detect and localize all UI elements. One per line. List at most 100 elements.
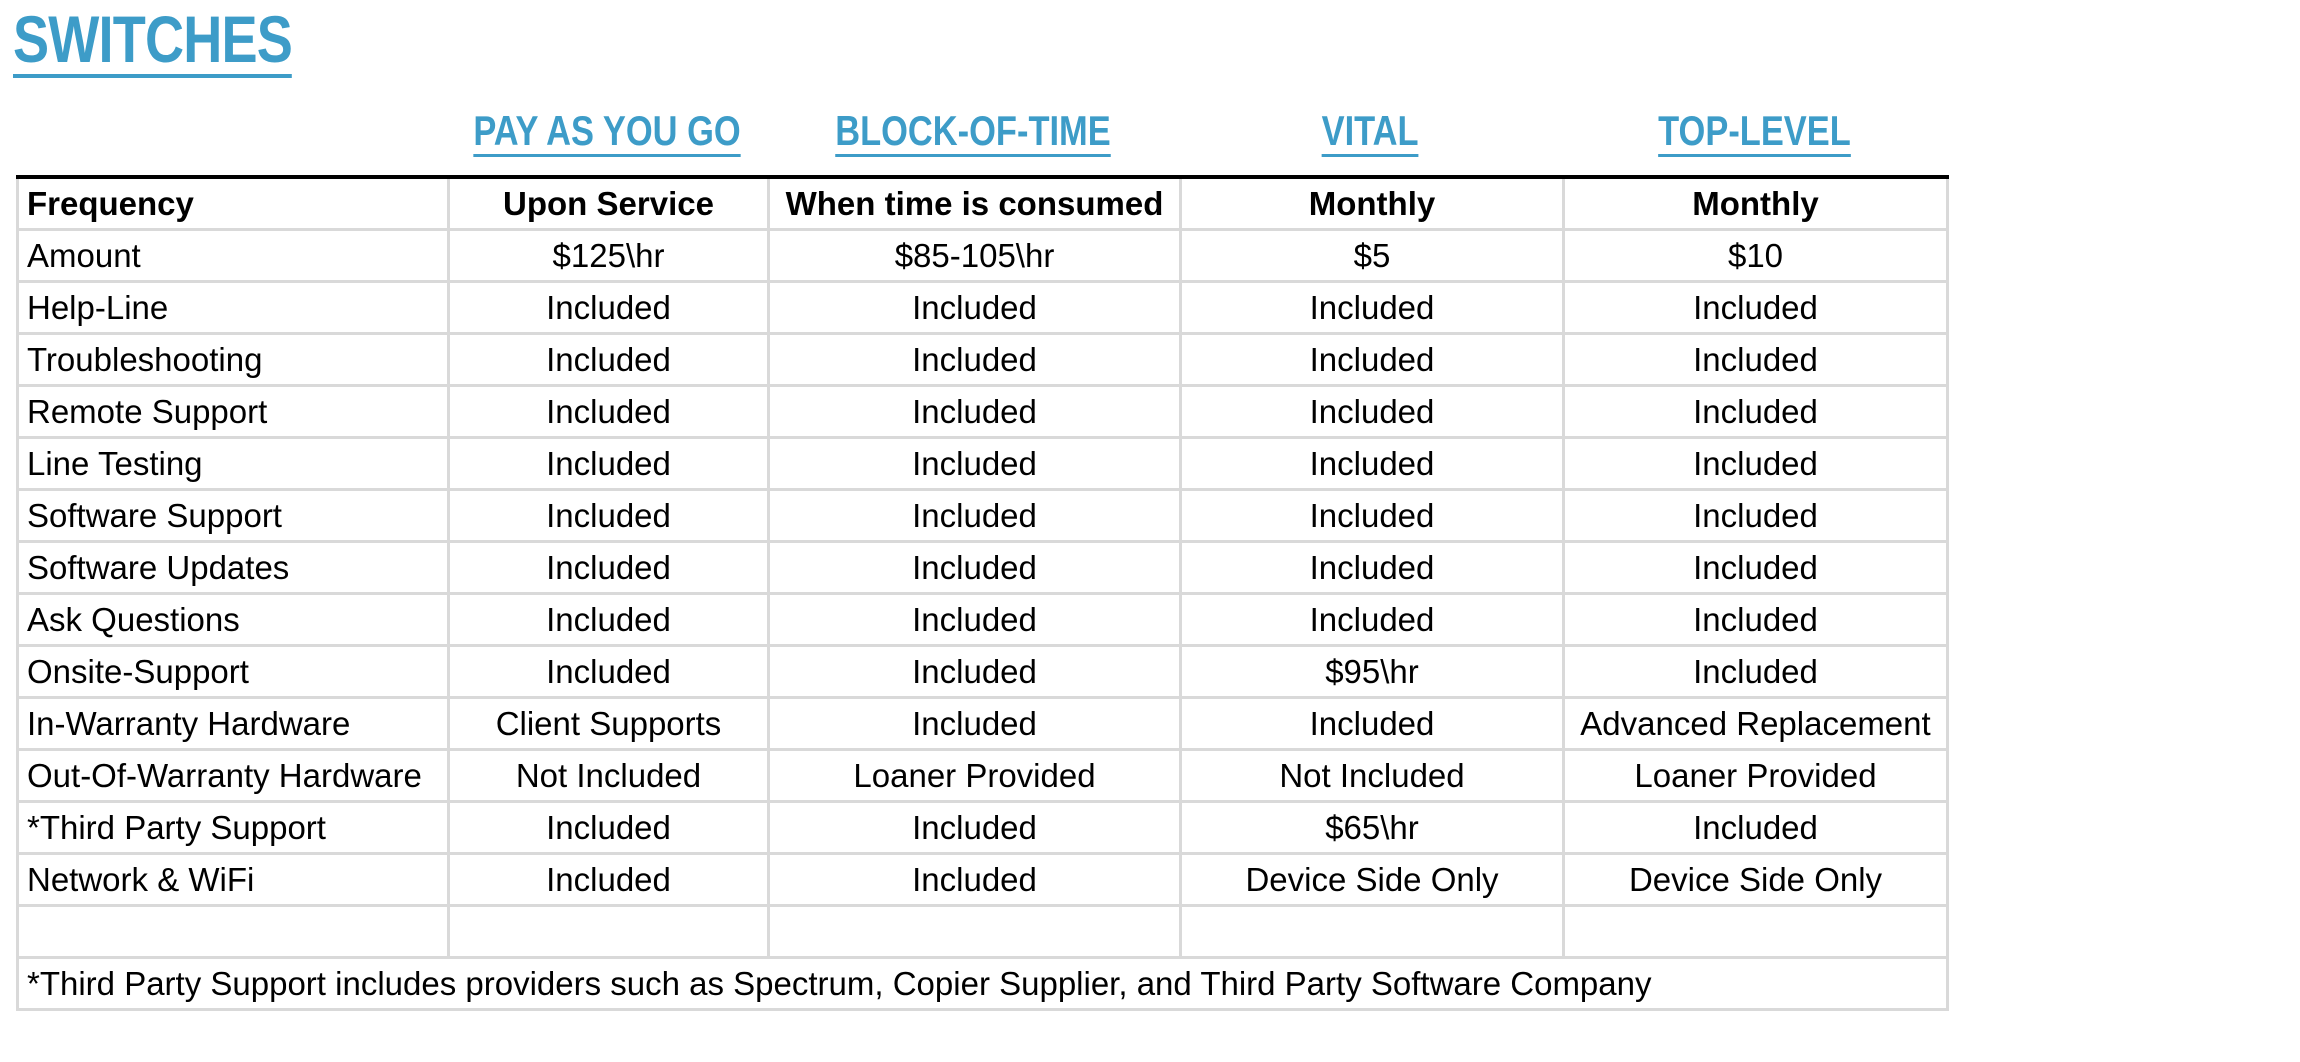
table-cell: Included bbox=[767, 488, 1182, 543]
table-row: Out-Of-Warranty Hardware Not Included Lo… bbox=[16, 748, 1949, 803]
empty-row bbox=[16, 904, 1949, 959]
table-cell: Included bbox=[1562, 280, 1949, 335]
empty-cell bbox=[767, 904, 1182, 959]
row-label: Out-Of-Warranty Hardware bbox=[16, 748, 450, 803]
footnote: *Third Party Support includes providers … bbox=[16, 956, 1949, 1011]
table-row: Software Updates Included Included Inclu… bbox=[16, 540, 1949, 595]
table-cell: Included bbox=[1179, 540, 1565, 595]
table-row: Amount $125\hr $85-105\hr $5 $10 bbox=[16, 228, 1949, 283]
table-row: Help-Line Included Included Included Inc… bbox=[16, 280, 1949, 335]
row-label: Software Updates bbox=[16, 540, 450, 595]
table-row: *Third Party Support Included Included $… bbox=[16, 800, 1949, 855]
table-cell: Included bbox=[1562, 332, 1949, 387]
plan-header-label: VITAL bbox=[1322, 110, 1419, 157]
table-cell: Included bbox=[767, 332, 1182, 387]
table-row: Troubleshooting Included Included Includ… bbox=[16, 332, 1949, 387]
row-label: Amount bbox=[16, 228, 450, 283]
empty-cell bbox=[447, 904, 770, 959]
plan-header-vital: VITAL bbox=[1179, 110, 1562, 160]
table-cell: Included bbox=[767, 384, 1182, 439]
plan-header-block-of-time: BLOCK-OF-TIME bbox=[767, 110, 1179, 160]
table-cell: Included bbox=[447, 332, 770, 387]
table-cell: $5 bbox=[1179, 228, 1565, 283]
row-label: Help-Line bbox=[16, 280, 450, 335]
table-row: In-Warranty Hardware Client Supports Inc… bbox=[16, 696, 1949, 751]
header-cell: Upon Service bbox=[447, 175, 770, 231]
table-cell: Included bbox=[767, 696, 1182, 751]
table-cell: $85-105\hr bbox=[767, 228, 1182, 283]
table-cell: $65\hr bbox=[1179, 800, 1565, 855]
empty-cell bbox=[1179, 904, 1565, 959]
table-cell: Loaner Provided bbox=[1562, 748, 1949, 803]
table-cell: Loaner Provided bbox=[767, 748, 1182, 803]
plan-header-pay-as-you-go: PAY AS YOU GO bbox=[447, 110, 767, 160]
table-cell: Included bbox=[1562, 436, 1949, 491]
row-label: In-Warranty Hardware bbox=[16, 696, 450, 751]
plan-header-top-level: TOP-LEVEL bbox=[1562, 110, 1946, 160]
table-cell: Included bbox=[447, 852, 770, 907]
table-cell: Device Side Only bbox=[1179, 852, 1565, 907]
table-cell: Included bbox=[447, 488, 770, 543]
plan-header-label: BLOCK-OF-TIME bbox=[835, 110, 1111, 157]
table-cell: Included bbox=[767, 540, 1182, 595]
table-cell: Included bbox=[447, 800, 770, 855]
table-cell: Included bbox=[767, 592, 1182, 647]
table-cell: Included bbox=[1179, 280, 1565, 335]
row-label: Remote Support bbox=[16, 384, 450, 439]
table-header-row: Frequency Upon Service When time is cons… bbox=[16, 175, 1949, 231]
table-row: Onsite-Support Included Included $95\hr … bbox=[16, 644, 1949, 699]
table-cell: Included bbox=[447, 384, 770, 439]
table-cell: Included bbox=[447, 280, 770, 335]
row-label: Onsite-Support bbox=[16, 644, 450, 699]
table-cell: Included bbox=[1562, 800, 1949, 855]
table-cell: Included bbox=[767, 436, 1182, 491]
table-cell: Included bbox=[1179, 488, 1565, 543]
table-cell: Included bbox=[1562, 644, 1949, 699]
table-cell: Included bbox=[1179, 592, 1565, 647]
footnote-row: *Third Party Support includes providers … bbox=[16, 956, 1949, 1011]
table-row: Network & WiFi Included Included Device … bbox=[16, 852, 1949, 907]
table-row: Software Support Included Included Inclu… bbox=[16, 488, 1949, 543]
header-label-cell: Frequency bbox=[16, 175, 450, 231]
table-cell: Included bbox=[1562, 384, 1949, 439]
table-cell: Included bbox=[767, 800, 1182, 855]
table-cell: Included bbox=[1179, 384, 1565, 439]
table-row: Remote Support Included Included Include… bbox=[16, 384, 1949, 439]
row-label: Ask Questions bbox=[16, 592, 450, 647]
table-cell: Device Side Only bbox=[1562, 852, 1949, 907]
table-row: Ask Questions Included Included Included… bbox=[16, 592, 1949, 647]
table-body: Frequency Upon Service When time is cons… bbox=[16, 175, 1949, 1011]
row-label: Troubleshooting bbox=[16, 332, 450, 387]
table-cell: Client Supports bbox=[447, 696, 770, 751]
table-cell: Included bbox=[1179, 332, 1565, 387]
table-cell: Included bbox=[1562, 488, 1949, 543]
plan-header-label: TOP-LEVEL bbox=[1657, 110, 1851, 157]
table-cell: Included bbox=[1562, 592, 1949, 647]
row-label: *Third Party Support bbox=[16, 800, 450, 855]
table-cell: Included bbox=[447, 436, 770, 491]
empty-cell bbox=[16, 904, 450, 959]
plan-header-label: PAY AS YOU GO bbox=[473, 110, 741, 157]
empty-cell bbox=[1562, 904, 1949, 959]
table-cell: Included bbox=[767, 852, 1182, 907]
table-cell: $95\hr bbox=[1179, 644, 1565, 699]
table-cell: Included bbox=[447, 592, 770, 647]
page-title: SWITCHES bbox=[13, 2, 293, 78]
table-cell: Included bbox=[1179, 696, 1565, 751]
row-label: Line Testing bbox=[16, 436, 450, 491]
table-cell: Advanced Replacement bbox=[1562, 696, 1949, 751]
table-cell: $10 bbox=[1562, 228, 1949, 283]
table-cell: Included bbox=[1179, 436, 1565, 491]
plan-comparison-table: Frequency Upon Service When time is cons… bbox=[16, 175, 1949, 1011]
table-cell: Included bbox=[447, 644, 770, 699]
header-cell: Monthly bbox=[1562, 175, 1949, 231]
table-cell: Included bbox=[447, 540, 770, 595]
header-cell: When time is consumed bbox=[767, 175, 1182, 231]
table-cell: Included bbox=[767, 280, 1182, 335]
table-cell: Included bbox=[1562, 540, 1949, 595]
table-row: Line Testing Included Included Included … bbox=[16, 436, 1949, 491]
row-label: Network & WiFi bbox=[16, 852, 450, 907]
header-cell: Monthly bbox=[1179, 175, 1565, 231]
table-cell: Included bbox=[767, 644, 1182, 699]
table-cell: Not Included bbox=[1179, 748, 1565, 803]
